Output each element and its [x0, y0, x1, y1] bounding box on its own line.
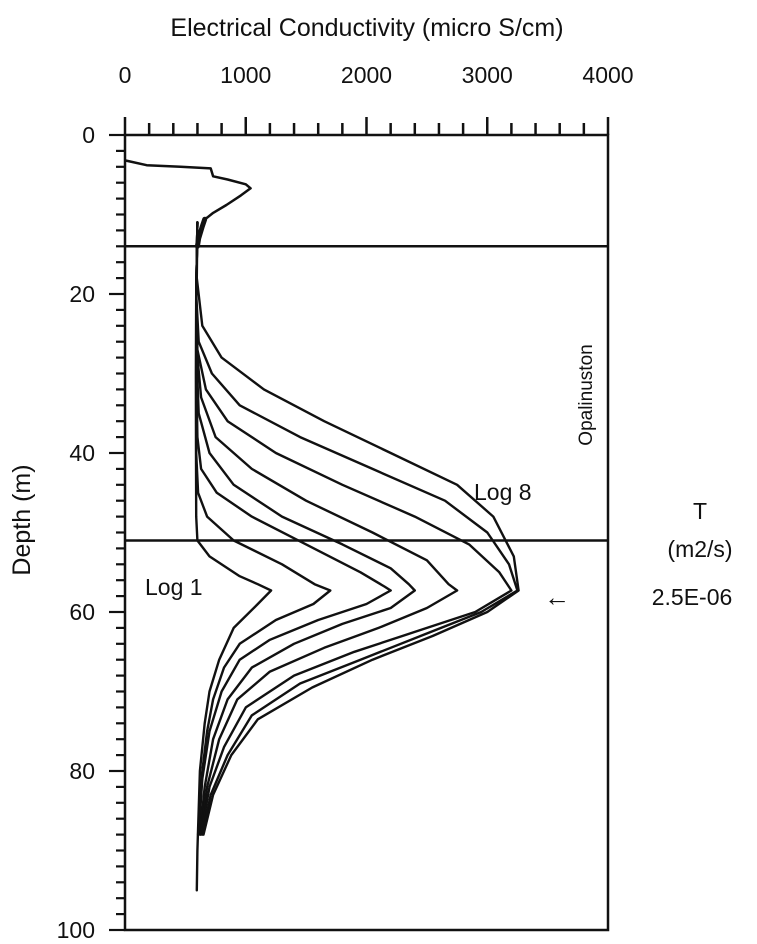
- x-tick-label: 2000: [341, 62, 392, 88]
- y-tick-labels: 0 20 40 60 80 100: [57, 122, 95, 943]
- log-curve-3: [195, 221, 392, 836]
- t-value-label: 2.5E-06: [652, 584, 733, 610]
- x-axis-title: Electrical Conductivity (micro S/cm): [170, 14, 563, 42]
- log-8-label: Log 8: [474, 479, 532, 505]
- axis-ticks: [109, 117, 610, 932]
- formation-label: Opalinuston: [576, 344, 597, 445]
- y-tick-label: 100: [57, 917, 95, 943]
- x-tick-label: 4000: [582, 62, 633, 88]
- top-trace-line: [124, 159, 252, 221]
- log-curve-2: [194, 221, 332, 836]
- boundary-lines: [125, 245, 608, 542]
- y-axis-title: Depth (m): [8, 464, 36, 575]
- log-1-label: Log 1: [145, 574, 203, 600]
- log-curve-6: [195, 221, 513, 836]
- x-tick-label: 3000: [462, 62, 513, 88]
- log-curve-8: [195, 221, 520, 836]
- y-tick-label: 60: [69, 599, 95, 625]
- y-tick-label: 20: [69, 281, 95, 307]
- y-tick-label: 80: [69, 758, 95, 784]
- log-curve-4: [195, 221, 416, 836]
- log-curve-5: [195, 221, 459, 836]
- y-tick-label: 0: [82, 122, 95, 148]
- log-curve-7: [195, 221, 519, 836]
- shared-log-segment: [194, 216, 208, 249]
- arrow-icon: ←: [544, 582, 570, 612]
- log-curves: [124, 159, 520, 892]
- t-label: T: [693, 498, 707, 524]
- x-tick-label: 0: [119, 62, 132, 88]
- t-unit-label: (m2/s): [667, 536, 732, 562]
- plot-frame: [123, 133, 610, 932]
- x-tick-labels: 0 1000 2000 3000 4000: [119, 62, 634, 88]
- y-tick-label: 40: [69, 440, 95, 466]
- x-tick-label: 1000: [220, 62, 271, 88]
